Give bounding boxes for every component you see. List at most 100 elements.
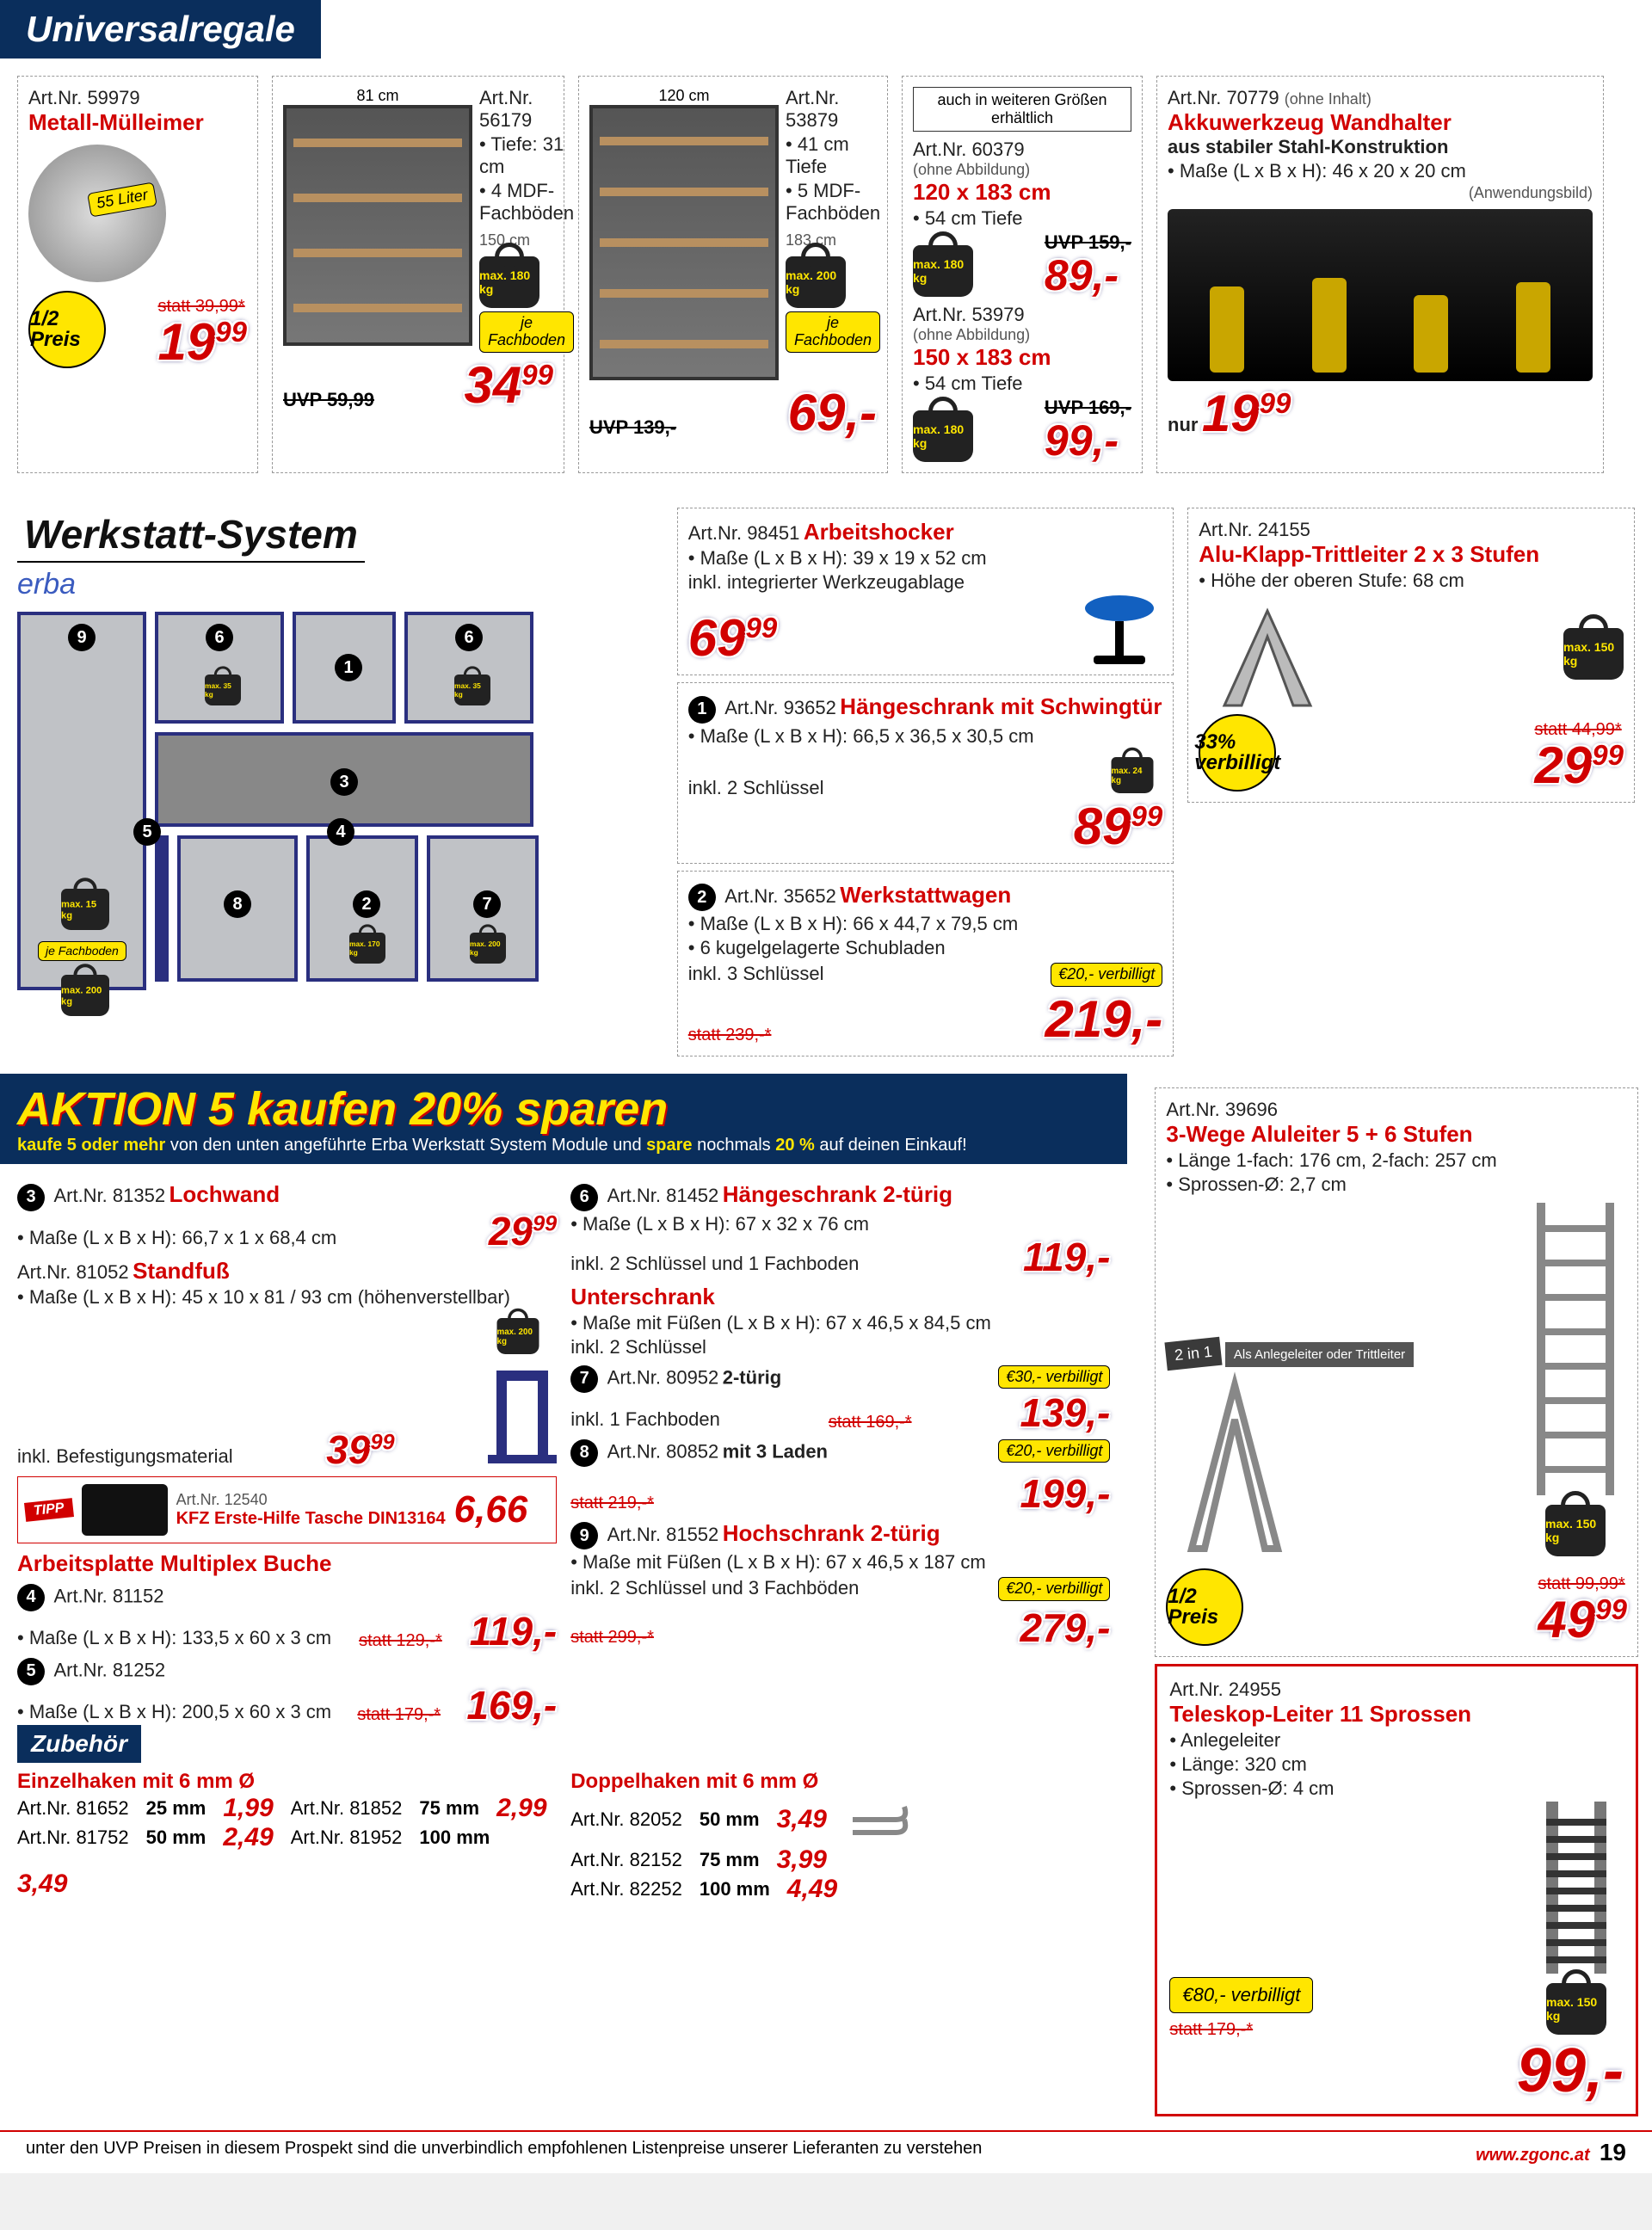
bullet: • Maße (L x B x H): 45 x 10 x 81 / 93 cm… bbox=[17, 1286, 557, 1309]
aktion-sub: kaufe 5 oder mehr von den unten angeführ… bbox=[17, 1136, 1110, 1155]
einzelhaken-title: Einzelhaken mit 6 mm Ø bbox=[17, 1770, 557, 1794]
bullet: • Tiefe: 31 cm bbox=[479, 133, 574, 178]
bullet: • Höhe der oberen Stufe: 68 cm bbox=[1199, 570, 1624, 592]
art-nr: Art.Nr. 35652 bbox=[724, 885, 836, 907]
catalog-page: Universalregale Art.Nr. 59979 Metall-Mül… bbox=[0, 0, 1652, 2173]
weight-icon: max. 35 kg bbox=[454, 675, 490, 705]
product-title: Unterschrank bbox=[570, 1284, 1110, 1310]
shelf-icon bbox=[589, 105, 779, 380]
bullet: • Maße mit Füßen (L x B x H): 67 x 46,5 … bbox=[570, 1312, 1110, 1334]
bucket-icon: 55 Liter bbox=[28, 145, 166, 282]
weight-icon: max. 200 kg bbox=[497, 1318, 539, 1354]
product-hangeschrank-2t: 6 Art.Nr. 81452 Hängeschrank 2-türig • M… bbox=[570, 1181, 1110, 1277]
product-title: Lochwand bbox=[170, 1181, 280, 1207]
hook-row: Art.Nr. 8215275 mm3,99 bbox=[570, 1845, 1110, 1875]
price: 2999 bbox=[1535, 740, 1624, 792]
brand-label: erba bbox=[17, 568, 663, 601]
bullet: inkl. 2 Schlüssel und 1 Fachboden bbox=[570, 1253, 859, 1275]
hangeschrank-icon: 6 max. 35 kg bbox=[404, 612, 533, 724]
doppelhaken-title: Doppelhaken mit 6 mm Ø bbox=[570, 1770, 1110, 1794]
weight-icon: max. 170 kg bbox=[349, 933, 385, 964]
price: 2,49 bbox=[223, 1823, 273, 1852]
product-sub: aus stabiler Stahl-Konstruktion bbox=[1168, 136, 1593, 158]
product-title: KFZ Erste-Hilfe Tasche DIN13164 bbox=[176, 1509, 446, 1529]
bullet: • Maße (L x B x H): 66,5 x 36,5 x 30,5 c… bbox=[688, 725, 1163, 748]
sub: (ohne Abbildung) bbox=[913, 161, 1131, 179]
price: 4,49 bbox=[787, 1875, 837, 1904]
bullet: inkl. 2 Schlüssel und 3 Fachböden bbox=[570, 1577, 859, 1599]
bullet: • Maße (L x B x H): 66 x 44,7 x 79,5 cm bbox=[688, 913, 1163, 935]
art-nr: Art.Nr. 81452 bbox=[607, 1185, 719, 1206]
bullet: • Maße (L x B x H): 66,7 x 1 x 68,4 cm bbox=[17, 1227, 336, 1249]
discount-badge: €80,- verbilligt bbox=[1169, 1977, 1313, 2013]
num-6: 6 bbox=[455, 624, 483, 651]
bullet: • 54 cm Tiefe bbox=[913, 373, 1131, 395]
twoin-sub: Als Anlegeleiter oder Trittleiter bbox=[1225, 1342, 1414, 1367]
price: 99,- bbox=[1045, 419, 1131, 462]
height-label: 183 cm bbox=[786, 231, 880, 249]
mid-row: AKTION 5 kaufen 20% sparen kaufe 5 oder … bbox=[0, 1074, 1652, 2130]
note: (Anwendungsbild) bbox=[1168, 184, 1593, 202]
price: 219,- bbox=[1045, 994, 1162, 1045]
art-nr: Art.Nr. 81552 bbox=[607, 1524, 719, 1545]
product-erste-hilfe: TIPP Art.Nr. 12540 KFZ Erste-Hilfe Tasch… bbox=[17, 1476, 557, 1543]
product-lochwand: 3 Art.Nr. 81352 Lochwand • Maße (L x B x… bbox=[17, 1181, 557, 1251]
height-label: 150 cm bbox=[479, 231, 574, 249]
weight-icon: max. 150 kg bbox=[1546, 1983, 1606, 2035]
ladder-icon bbox=[1524, 1203, 1627, 1495]
art-nr: Art.Nr. 93652 bbox=[724, 697, 836, 718]
product-unterschrank: Unterschrank • Maße mit Füßen (L x B x H… bbox=[570, 1284, 1110, 1358]
art-nr: Art.Nr. 39696 bbox=[1166, 1099, 1627, 1121]
page-footer: unter den UVP Preisen in diesem Prospekt… bbox=[0, 2130, 1652, 2173]
bullet: • 5 MDF-Fachböden bbox=[786, 180, 880, 225]
weight-icon: max. 24 kg bbox=[1112, 757, 1154, 793]
standfuss-icon: max. 200 kg bbox=[488, 1310, 557, 1469]
price: 279,- bbox=[1020, 1608, 1111, 1648]
sizes-note: auch in weiteren Größen erhältlich bbox=[913, 87, 1131, 132]
product-title: Hochschrank 2-türig bbox=[723, 1520, 940, 1546]
art-nr: Art.Nr. 80852 bbox=[607, 1440, 719, 1462]
price: 3499 bbox=[465, 360, 553, 411]
footer-note: unter den UVP Preisen in diesem Prospekt… bbox=[26, 2139, 982, 2166]
num-2: 2 bbox=[353, 890, 380, 918]
product-standfuss: Art.Nr. 81052 Standfuß • Maße (L x B x H… bbox=[17, 1258, 557, 1469]
firstaid-icon bbox=[82, 1484, 168, 1536]
num-5: 5 bbox=[133, 818, 161, 846]
product-m7: 7 Art.Nr. 80952 2-türig €30,- verbilligt… bbox=[570, 1365, 1110, 1432]
discount-badge: 33% verbilligt bbox=[1199, 714, 1276, 792]
product-title: Teleskop-Leiter 11 Sprossen bbox=[1169, 1701, 1624, 1728]
art-nr: Art.Nr. 81752 bbox=[17, 1827, 129, 1849]
workshop-illustration: 9 max. 15 kg je Fachboden max. 200 kg 6 … bbox=[17, 612, 663, 990]
weight-icon: max. 15 kg bbox=[61, 889, 109, 930]
bullet: • Maße (L x B x H): 133,5 x 60 x 3 cm bbox=[17, 1627, 331, 1649]
art-nr: Art.Nr. 24955 bbox=[1169, 1679, 1624, 1701]
telescope-ladder-icon bbox=[1529, 1802, 1624, 1974]
top-row: Art.Nr. 59979 Metall-Mülleimer 55 Liter … bbox=[0, 59, 1652, 490]
art-nr: Art.Nr. 81352 bbox=[53, 1185, 165, 1206]
hook-row: Art.Nr. 8165225 mm1,99 Art.Nr. 8185275 m… bbox=[17, 1794, 557, 1823]
product-wandhalter: Art.Nr. 70779 (ohne Inhalt) Akkuwerkzeug… bbox=[1156, 76, 1604, 473]
bullet: • Maße (L x B x H): 67 x 32 x 76 cm bbox=[570, 1213, 1110, 1235]
product-hocker: Art.Nr. 98451 Arbeitshocker • Maße (L x … bbox=[677, 508, 1174, 675]
bullet: inkl. Befestigungsmaterial bbox=[17, 1445, 233, 1468]
num-2: 2 bbox=[688, 884, 716, 911]
aktion-big: AKTION 5 kaufen 20% sparen bbox=[17, 1082, 1110, 1136]
art-nr: Art.Nr. 81852 bbox=[291, 1797, 403, 1820]
art-nr: Art.Nr. 56179 bbox=[479, 87, 574, 132]
width-label: 81 cm bbox=[283, 87, 472, 105]
product-title: Hängeschrank 2-türig bbox=[723, 1181, 952, 1207]
num-3: 3 bbox=[17, 1184, 45, 1211]
schwingtuer-icon: 1 bbox=[293, 612, 396, 724]
art-nr: Art.Nr. 80952 bbox=[607, 1366, 719, 1388]
price: 4999 bbox=[1538, 1594, 1627, 1646]
per-shelf-label: je Fachboden bbox=[786, 311, 880, 353]
product-title: Arbeitsplatte Multiplex Buche bbox=[17, 1550, 332, 1576]
num-9: 9 bbox=[570, 1522, 598, 1549]
num-1: 1 bbox=[335, 654, 362, 681]
product-shelf-sizes: auch in weiteren Größen erhältlich Art.N… bbox=[902, 76, 1143, 473]
uvp: UVP 139,- bbox=[589, 416, 676, 439]
num-6: 6 bbox=[570, 1184, 598, 1211]
tipp-badge: TIPP bbox=[24, 1498, 74, 1522]
ladder-a-icon bbox=[1166, 1368, 1304, 1557]
bullet: • Maße (L x B x H): 200,5 x 60 x 3 cm bbox=[17, 1701, 331, 1723]
